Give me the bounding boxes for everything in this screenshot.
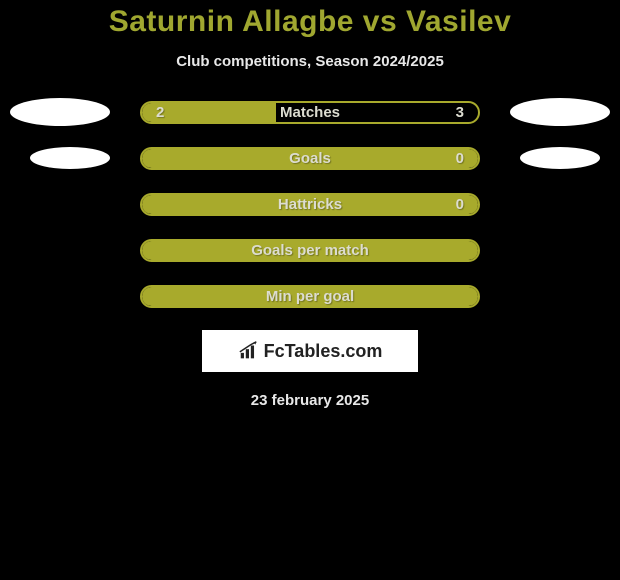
stat-label: Min per goal	[142, 288, 478, 305]
brand-logo-box: FcTables.com	[202, 330, 418, 372]
stat-bar: Min per goal	[140, 285, 480, 308]
stat-bar: 0Goals	[140, 147, 480, 170]
stat-row: 0Hattricks	[0, 192, 620, 216]
comparison-card: Saturnin Allagbe vs Vasilev Club competi…	[0, 0, 620, 409]
player-right-marker	[510, 98, 610, 126]
stat-row: Goals per match	[0, 238, 620, 262]
stat-label: Goals per match	[142, 242, 478, 259]
stat-row: 23Matches	[0, 100, 620, 124]
page-title: Saturnin Allagbe vs Vasilev	[0, 5, 620, 39]
date-text: 23 february 2025	[0, 392, 620, 409]
stat-label: Matches	[142, 104, 478, 121]
chart-icon	[238, 341, 260, 361]
brand-logo: FcTables.com	[238, 341, 383, 362]
stat-label: Goals	[142, 150, 478, 167]
stat-bar: 0Hattricks	[140, 193, 480, 216]
player-left-marker	[30, 147, 110, 169]
subtitle: Club competitions, Season 2024/2025	[0, 53, 620, 70]
stat-bar: 23Matches	[140, 101, 480, 124]
brand-name: FcTables.com	[264, 341, 383, 362]
stat-row: Min per goal	[0, 284, 620, 308]
player-left-marker	[10, 98, 110, 126]
stats-area: 23Matches 0Goals 0Hattricks Goals per match…	[0, 100, 620, 308]
stat-row: 0Goals	[0, 146, 620, 170]
player-right-marker	[520, 147, 600, 169]
stat-bar: Goals per match	[140, 239, 480, 262]
stat-label: Hattricks	[142, 196, 478, 213]
